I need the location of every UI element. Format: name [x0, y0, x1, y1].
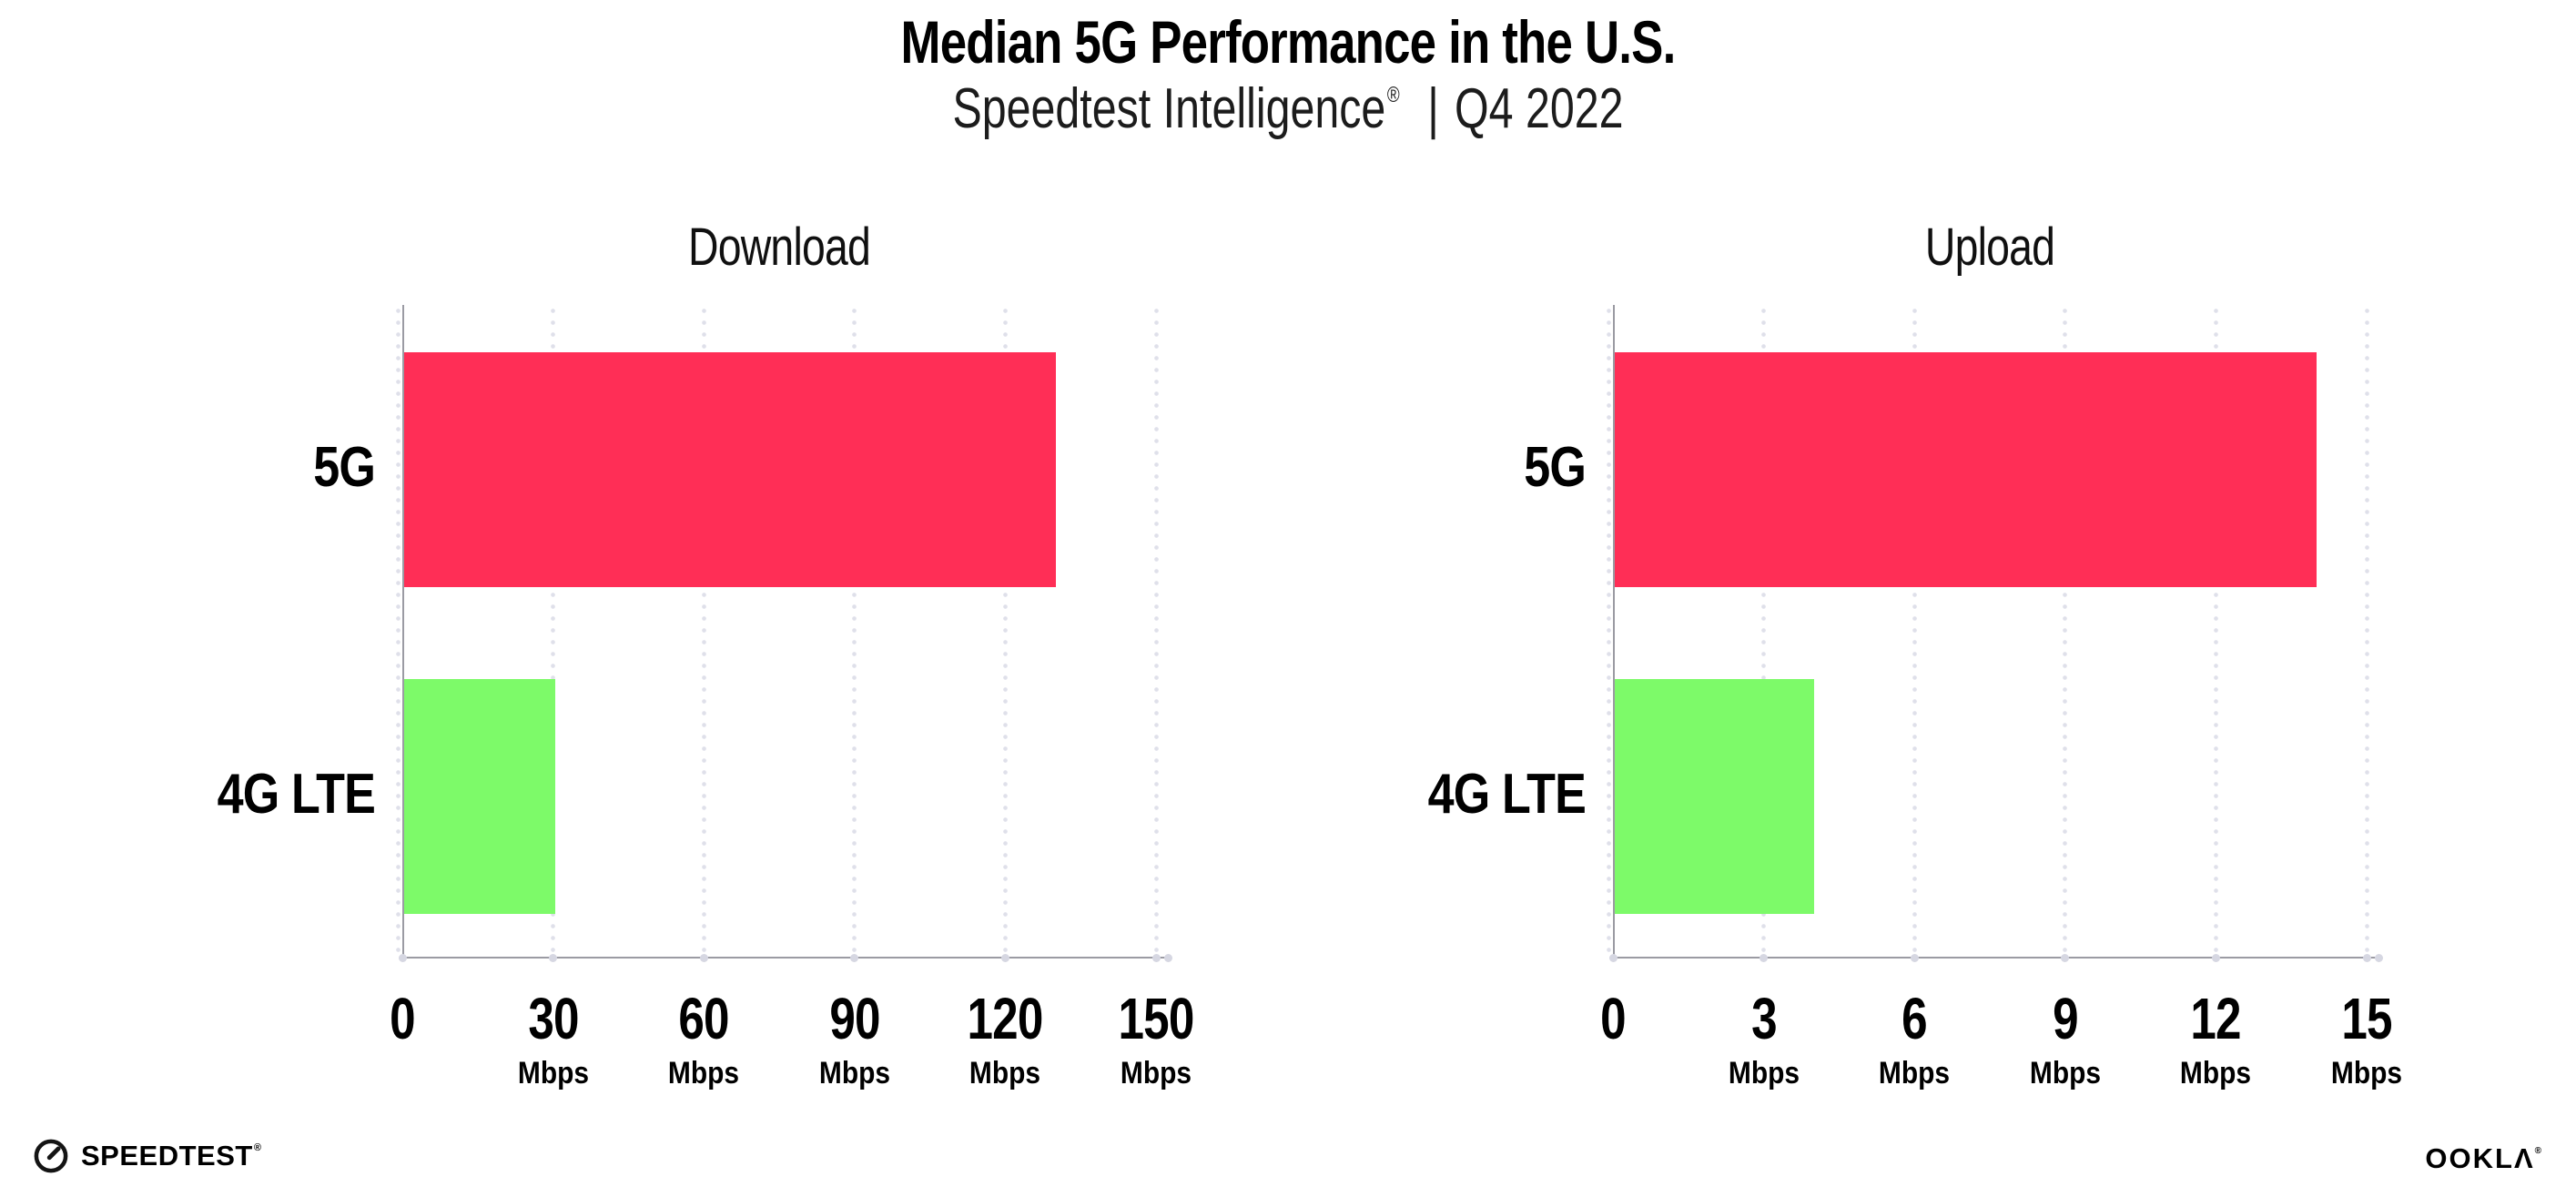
upload-tick-label-6: 6	[1902, 986, 1928, 1051]
download-tick-label-30: 30	[527, 986, 579, 1051]
download-tick-unit-30: Mbps	[517, 1056, 589, 1090]
speedtest-wordmark: SPEEDTEST®	[81, 1140, 262, 1172]
upload-category-label-5g: 5G	[1524, 436, 1587, 499]
ookla-wordmark: OOKLΛ®	[2425, 1142, 2543, 1174]
upload-bar-5g	[1613, 352, 2317, 587]
gridline-12	[2213, 305, 2218, 958]
gridline-0	[1606, 305, 1611, 958]
upload-chart-title: Upload	[1924, 218, 2055, 277]
download-bar-5g	[402, 352, 1056, 587]
download-tick-label-0: 0	[390, 986, 415, 1051]
gridline-9	[2063, 305, 2068, 958]
upload-tick-unit-6: Mbps	[1879, 1056, 1951, 1090]
upload-tick-unit-3: Mbps	[1728, 1056, 1800, 1090]
download-axis-tick-dot-150	[1151, 953, 1161, 962]
gridline-90	[852, 305, 857, 958]
download-tick-label-150: 150	[1118, 986, 1194, 1051]
speedometer-icon	[34, 1139, 68, 1173]
upload-plot-area	[1606, 305, 2383, 962]
download-tick-unit-120: Mbps	[969, 1056, 1041, 1090]
upload-tick-unit-15: Mbps	[2330, 1056, 2403, 1090]
registered-mark-icon: ®	[2534, 1146, 2543, 1156]
gridline-30	[551, 305, 556, 958]
download-category-label-4g-lte: 4G LTE	[217, 763, 376, 826]
registered-mark-icon: ®	[253, 1142, 262, 1153]
upload-tick-unit-9: Mbps	[2029, 1056, 2101, 1090]
download-axis-tick-dot-30	[549, 953, 558, 962]
subtitle-brand: Speedtest Intelligence	[952, 77, 1386, 140]
download-y-axis-line	[402, 305, 404, 958]
gridline-15	[2364, 305, 2369, 958]
upload-axis-tick-dot-9	[2061, 953, 2070, 962]
download-tick-unit-90: Mbps	[818, 1056, 890, 1090]
upload-x-axis-line	[1613, 957, 2379, 959]
registered-mark-icon: ®	[1386, 83, 1400, 107]
gridline-60	[701, 305, 706, 958]
download-axis-tick-dot-120	[1000, 953, 1009, 962]
upload-y-axis-line	[1613, 305, 1615, 958]
download-bar-4g-lte	[402, 679, 556, 914]
upload-axis-tick-dot-3	[1760, 953, 1769, 962]
upload-category-label-4g-lte: 4G LTE	[1427, 763, 1587, 826]
subtitle-period: Q4 2022	[1455, 77, 1624, 140]
gridline-0	[395, 305, 401, 958]
upload-tick-label-12: 12	[2190, 986, 2242, 1051]
gridline-120	[1002, 305, 1008, 958]
upload-tick-unit-12: Mbps	[2180, 1056, 2252, 1090]
download-tick-label-60: 60	[678, 986, 730, 1051]
page-title: Median 5G Performance in the U.S.	[900, 8, 1677, 76]
upload-axis-tick-dot-6	[1910, 953, 1919, 962]
upload-bar-4g-lte	[1613, 679, 1814, 914]
download-x-axis-line	[402, 957, 1169, 959]
gridline-6	[1912, 305, 1917, 958]
upload-tick-label-9: 9	[2052, 986, 2078, 1051]
download-tick-unit-150: Mbps	[1120, 1056, 1192, 1090]
download-tick-label-120: 120	[967, 986, 1044, 1051]
download-axis-tick-dot-60	[699, 953, 708, 962]
download-axis-end-dot	[1164, 953, 1172, 962]
upload-tick-label-3: 3	[1750, 986, 1777, 1051]
upload-axis-end-dot	[2375, 953, 2383, 962]
download-tick-unit-60: Mbps	[668, 1056, 740, 1090]
page-subtitle: Speedtest Intelligence® | Q4 2022	[283, 76, 2292, 141]
upload-axis-tick-dot-12	[2211, 953, 2220, 962]
upload-axis-tick-dot-15	[2362, 953, 2371, 962]
download-category-label-5g: 5G	[313, 436, 376, 499]
gridline-150	[1153, 305, 1159, 958]
subtitle-divider: |	[1427, 77, 1439, 140]
upload-tick-label-0: 0	[1600, 986, 1626, 1051]
download-plot-area	[395, 305, 1172, 962]
upload-axis-tick-dot-0	[1608, 953, 1618, 962]
upload-tick-label-15: 15	[2341, 986, 2392, 1051]
gridline-3	[1761, 305, 1767, 958]
download-axis-tick-dot-90	[850, 953, 859, 962]
download-tick-label-90: 90	[829, 986, 880, 1051]
ookla-logo: OOKLΛ®	[2425, 1142, 2543, 1175]
speedtest-logo: SPEEDTEST®	[32, 1137, 261, 1175]
download-chart-title: Download	[688, 218, 871, 277]
download-axis-tick-dot-0	[398, 953, 407, 962]
